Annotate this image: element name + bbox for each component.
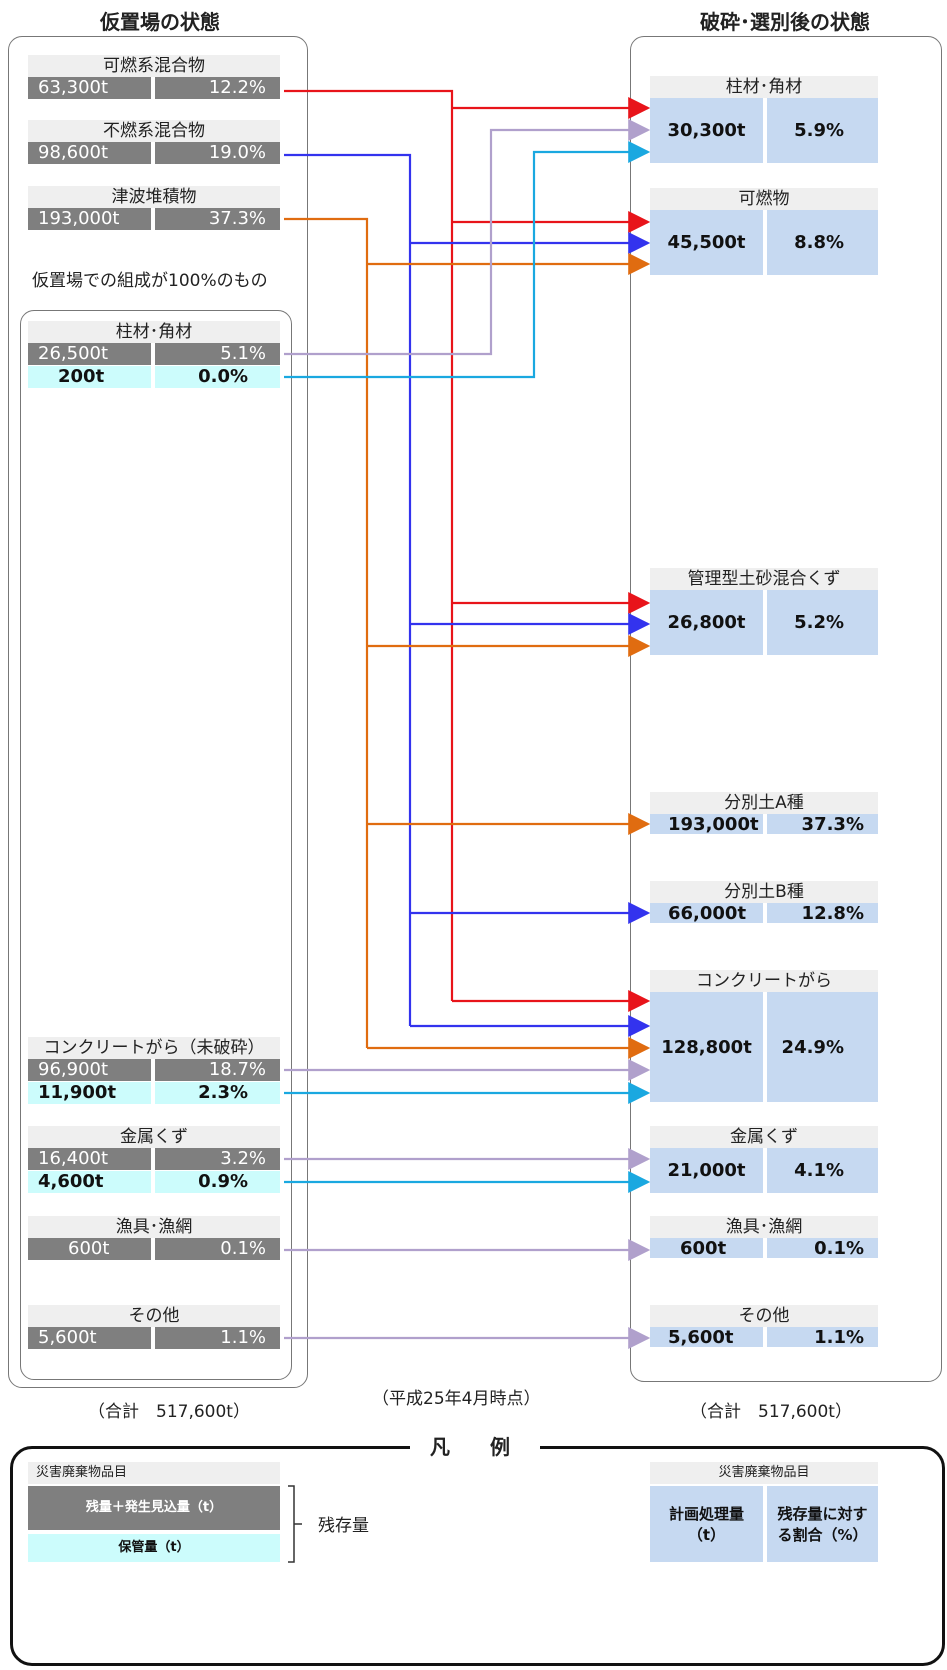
left-pure-ton: 26,500t [28, 343, 151, 365]
left-subpanel [20, 310, 292, 1380]
flow-blue-trunk [284, 153, 412, 1026]
right-item-label: 柱材･角材 [650, 76, 878, 98]
right-panel [630, 36, 942, 1382]
left-pure-label: 漁具･漁網 [28, 1216, 280, 1238]
left-item-label: 不燃系混合物 [28, 120, 280, 142]
flow-lav-pillar [284, 119, 651, 356]
right-item-label: 分別土B種 [650, 881, 878, 903]
legend-bracket-label: 残存量 [318, 1516, 369, 1536]
right-item-label: コンクリートがら [650, 970, 878, 992]
left-item-ton: 98,600t [28, 142, 151, 164]
right-item-ton: 30,300t [650, 98, 763, 163]
right-item-pct: 5.9% [767, 98, 878, 163]
left-pure-pct: 18.7% [155, 1059, 280, 1081]
legend-title: 凡 例 [410, 1432, 540, 1462]
left-pure-store-pct: 2.3% [155, 1082, 280, 1104]
right-item-ton: 26,800t [650, 590, 763, 655]
right-item-pct: 12.8% [767, 903, 878, 924]
left-pure-store-ton: 11,900t [28, 1082, 151, 1104]
right-item-pct: 37.3% [767, 814, 878, 835]
legend-planned: 計画処理量（t） [650, 1486, 763, 1562]
legend-right-header: 災害廃棄物品目 [650, 1462, 878, 1484]
right-item-label: 管理型土砂混合くず [650, 568, 878, 590]
subgroup-caption: 仮置場での組成が100%のもの [32, 271, 268, 291]
right-item-pct: 0.1% [767, 1238, 878, 1259]
legend-storage: 保管量（t） [28, 1534, 280, 1562]
left-title: 仮置場の状態 [100, 10, 220, 34]
left-pure-ton: 96,900t [28, 1059, 151, 1081]
left-pure-ton: 600t [28, 1238, 151, 1260]
left-pure-store-pct: 0.0% [155, 366, 280, 388]
right-item-pct: 1.1% [767, 1327, 878, 1348]
legend-ratio: 残存量に対する割合（%） [767, 1486, 878, 1562]
left-pure-store-pct: 0.9% [155, 1171, 280, 1193]
left-pure-pct: 0.1% [155, 1238, 280, 1260]
left-total: （合計 517,600t） [88, 1402, 250, 1422]
right-item-pct: 5.2% [767, 590, 878, 655]
left-pure-label: コンクリートがら（未破砕） [28, 1037, 280, 1059]
left-pure-store-ton: 200t [28, 366, 151, 388]
flow-orange-trunk [284, 217, 369, 1048]
left-item-ton: 193,000t [28, 208, 151, 230]
date-note: （平成25年4月時点） [372, 1389, 541, 1409]
left-pure-store-ton: 4,600t [28, 1171, 151, 1193]
flow-cyan-pillar [284, 141, 651, 379]
left-item-pct: 12.2% [155, 77, 280, 99]
right-item-ton: 600t [650, 1238, 763, 1259]
left-item-pct: 19.0% [155, 142, 280, 164]
right-item-label: その他 [650, 1305, 878, 1327]
right-item-label: 可燃物 [650, 188, 878, 210]
legend-remaining: 残量＋発生見込量（t） [28, 1486, 280, 1530]
right-item-ton: 66,000t [650, 903, 763, 924]
right-item-ton: 45,500t [650, 210, 763, 275]
left-item-ton: 63,300t [28, 77, 151, 99]
right-item-pct: 8.8% [767, 210, 878, 275]
left-pure-ton: 16,400t [28, 1148, 151, 1170]
legend-left-header: 災害廃棄物品目 [28, 1462, 280, 1484]
right-total: （合計 517,600t） [690, 1402, 852, 1422]
left-pure-label: 柱材･角材 [28, 321, 280, 343]
left-pure-label: 金属くず [28, 1126, 280, 1148]
right-item-ton: 193,000t [650, 814, 763, 835]
right-item-label: 分別土A種 [650, 792, 878, 814]
left-pure-pct: 3.2% [155, 1148, 280, 1170]
right-item-ton: 128,800t [650, 992, 763, 1102]
right-item-ton: 5,600t [650, 1327, 763, 1348]
left-pure-label: その他 [28, 1305, 280, 1327]
right-title: 破砕･選別後の状態 [700, 10, 870, 34]
right-item-label: 金属くず [650, 1126, 878, 1148]
right-item-pct: 24.9% [767, 992, 878, 1102]
right-item-pct: 4.1% [767, 1148, 878, 1193]
legend-bracket [288, 1485, 302, 1563]
left-item-label: 可燃系混合物 [28, 55, 280, 77]
right-item-ton: 21,000t [650, 1148, 763, 1193]
left-pure-pct: 5.1% [155, 343, 280, 365]
right-item-label: 漁具･漁網 [650, 1216, 878, 1238]
flow-red-trunk [284, 89, 454, 1001]
left-pure-ton: 5,600t [28, 1327, 151, 1349]
left-item-pct: 37.3% [155, 208, 280, 230]
left-panel [8, 36, 308, 1388]
left-pure-pct: 1.1% [155, 1327, 280, 1349]
left-item-label: 津波堆積物 [28, 186, 280, 208]
